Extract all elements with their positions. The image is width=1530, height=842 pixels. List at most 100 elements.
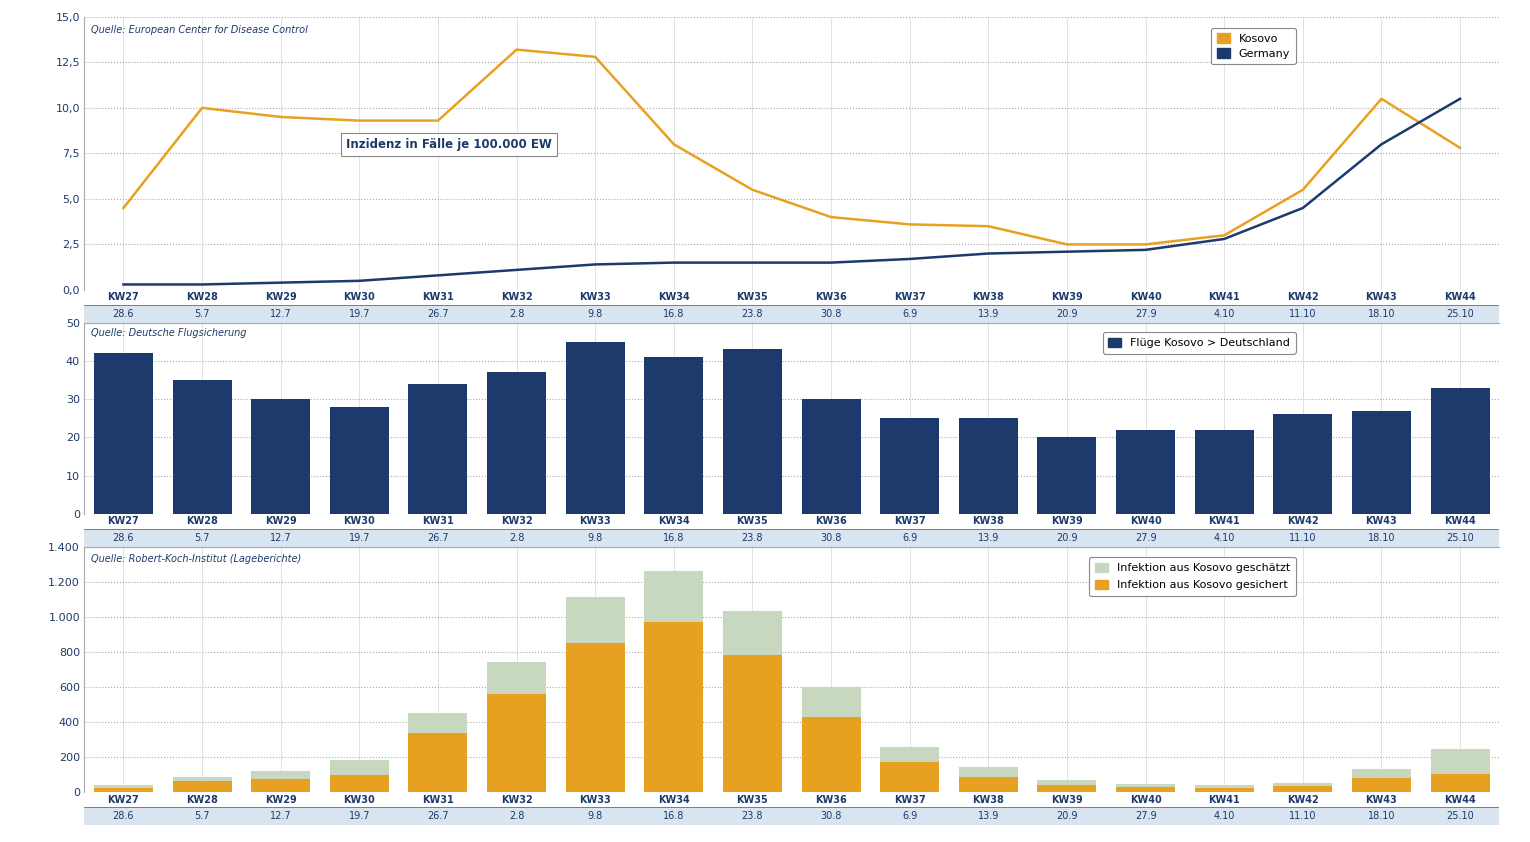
Bar xyxy=(802,717,860,792)
Text: KW44: KW44 xyxy=(1444,292,1476,302)
Text: KW40: KW40 xyxy=(1129,795,1161,805)
Text: 6.9: 6.9 xyxy=(903,309,918,318)
Bar xyxy=(880,762,939,792)
Text: KW41: KW41 xyxy=(1209,292,1241,302)
Text: KW31: KW31 xyxy=(422,292,454,302)
Text: KW29: KW29 xyxy=(265,292,297,302)
Bar xyxy=(409,712,468,733)
Bar xyxy=(409,384,468,514)
Bar xyxy=(330,760,389,775)
Text: 5.7: 5.7 xyxy=(194,811,210,821)
Bar xyxy=(1037,437,1097,514)
Text: 20.9: 20.9 xyxy=(1056,811,1077,821)
Bar xyxy=(802,399,860,514)
Text: KW39: KW39 xyxy=(1051,292,1083,302)
Text: KW35: KW35 xyxy=(736,292,768,302)
Text: 30.8: 30.8 xyxy=(820,533,842,542)
Bar xyxy=(173,380,231,514)
Text: 27.9: 27.9 xyxy=(1135,811,1157,821)
Bar xyxy=(880,418,939,514)
Bar xyxy=(1195,429,1253,514)
Bar xyxy=(1115,429,1175,514)
Text: 16.8: 16.8 xyxy=(662,811,684,821)
Text: KW31: KW31 xyxy=(422,795,454,805)
Legend: Flüge Kosovo > Deutschland: Flüge Kosovo > Deutschland xyxy=(1103,332,1296,354)
Bar xyxy=(566,643,624,792)
Text: KW29: KW29 xyxy=(265,795,297,805)
Bar xyxy=(1431,749,1490,774)
Bar xyxy=(724,610,782,655)
Text: 18.10: 18.10 xyxy=(1368,811,1395,821)
Text: KW37: KW37 xyxy=(894,795,926,805)
Bar xyxy=(802,687,860,717)
Text: 6.9: 6.9 xyxy=(903,811,918,821)
Text: 18.10: 18.10 xyxy=(1368,533,1395,542)
Text: KW39: KW39 xyxy=(1051,795,1083,805)
Bar xyxy=(251,779,311,792)
Bar xyxy=(1353,411,1411,514)
Bar xyxy=(93,786,153,788)
Bar xyxy=(487,662,546,694)
Text: 9.8: 9.8 xyxy=(588,811,603,821)
Text: 13.9: 13.9 xyxy=(978,533,999,542)
Text: 23.8: 23.8 xyxy=(742,811,763,821)
Bar xyxy=(251,399,311,514)
Text: 26.7: 26.7 xyxy=(427,811,448,821)
Text: 25.10: 25.10 xyxy=(1446,811,1473,821)
Text: 20.9: 20.9 xyxy=(1056,309,1077,318)
Bar xyxy=(84,807,1499,825)
Text: 12.7: 12.7 xyxy=(269,309,292,318)
Text: KW42: KW42 xyxy=(1287,292,1319,302)
Bar xyxy=(566,342,624,514)
Text: 2.8: 2.8 xyxy=(509,309,525,318)
Text: 6.9: 6.9 xyxy=(903,533,918,542)
Text: KW36: KW36 xyxy=(815,795,848,805)
Bar xyxy=(1195,788,1253,792)
Text: 27.9: 27.9 xyxy=(1135,309,1157,318)
Text: 19.7: 19.7 xyxy=(349,533,370,542)
Bar xyxy=(93,788,153,792)
Text: 19.7: 19.7 xyxy=(349,811,370,821)
Text: 4.10: 4.10 xyxy=(1213,309,1235,318)
Text: KW31: KW31 xyxy=(422,516,454,526)
Text: 26.7: 26.7 xyxy=(427,533,448,542)
Text: KW33: KW33 xyxy=(580,795,610,805)
Bar xyxy=(1353,769,1411,778)
Text: KW28: KW28 xyxy=(187,292,217,302)
Text: 4.10: 4.10 xyxy=(1213,533,1235,542)
Text: 30.8: 30.8 xyxy=(820,811,842,821)
Text: 11.10: 11.10 xyxy=(1290,309,1317,318)
Text: 2.8: 2.8 xyxy=(509,533,525,542)
Bar xyxy=(1115,787,1175,792)
Bar xyxy=(959,776,1017,792)
Text: KW43: KW43 xyxy=(1366,292,1397,302)
Text: 27.9: 27.9 xyxy=(1135,533,1157,542)
Text: KW44: KW44 xyxy=(1444,516,1476,526)
Text: 23.8: 23.8 xyxy=(742,533,763,542)
Bar xyxy=(959,418,1017,514)
Text: 20.9: 20.9 xyxy=(1056,533,1077,542)
Text: 16.8: 16.8 xyxy=(662,309,684,318)
Text: KW42: KW42 xyxy=(1287,795,1319,805)
Text: 16.8: 16.8 xyxy=(662,533,684,542)
Text: KW41: KW41 xyxy=(1209,795,1241,805)
Text: KW43: KW43 xyxy=(1366,516,1397,526)
Bar xyxy=(644,622,704,792)
Text: KW30: KW30 xyxy=(343,795,375,805)
Text: 26.7: 26.7 xyxy=(427,309,448,318)
Text: KW35: KW35 xyxy=(736,516,768,526)
Text: 11.10: 11.10 xyxy=(1290,811,1317,821)
Text: KW28: KW28 xyxy=(187,795,217,805)
Text: 13.9: 13.9 xyxy=(978,309,999,318)
Text: KW39: KW39 xyxy=(1051,516,1083,526)
Text: 9.8: 9.8 xyxy=(588,533,603,542)
Bar xyxy=(487,372,546,514)
Bar xyxy=(1273,783,1333,786)
Bar xyxy=(724,349,782,514)
Text: 23.8: 23.8 xyxy=(742,309,763,318)
Text: KW34: KW34 xyxy=(658,516,690,526)
Legend: Infektion aus Kosovo geschätzt, Infektion aus Kosovo gesichert: Infektion aus Kosovo geschätzt, Infektio… xyxy=(1089,557,1296,596)
Bar xyxy=(959,767,1017,776)
Text: 13.9: 13.9 xyxy=(978,811,999,821)
Text: 25.10: 25.10 xyxy=(1446,533,1473,542)
